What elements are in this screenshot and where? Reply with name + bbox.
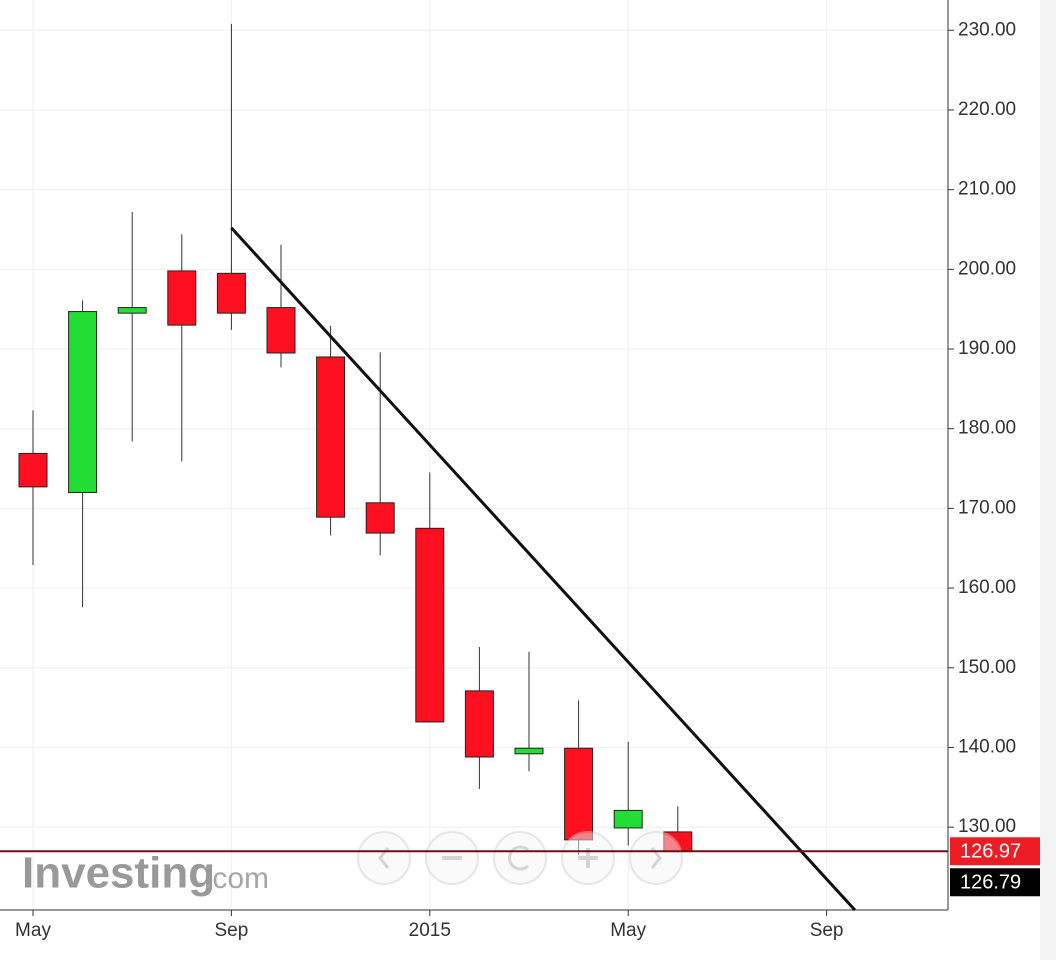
candle-body <box>365 502 395 534</box>
y-tick-label: 190.00 <box>958 338 1016 359</box>
y-tick-label: 230.00 <box>958 19 1016 40</box>
y-tick-label: 210.00 <box>958 179 1016 200</box>
nav-reset-icon <box>508 845 530 871</box>
candle-body <box>514 747 544 755</box>
candle-body <box>316 356 346 518</box>
last-price-label: 126.97 <box>960 841 1021 863</box>
x-tick-label: May <box>15 920 51 941</box>
y-tick-label: 220.00 <box>958 99 1016 120</box>
y-tick-label: 200.00 <box>958 258 1016 279</box>
x-tick-label: 2015 <box>409 920 451 941</box>
nav-left[interactable] <box>357 831 411 885</box>
watermark-brand: Investing <box>22 849 215 898</box>
y-tick-label: 140.00 <box>958 736 1016 757</box>
x-tick-label: May <box>610 920 646 941</box>
marks <box>18 23 693 856</box>
watermark-suffix: .com <box>204 862 269 895</box>
candle-body <box>18 452 48 488</box>
candle-body <box>266 307 296 354</box>
candle-body <box>68 311 98 493</box>
watermark: Investing .com <box>22 849 269 898</box>
y-tick-label: 180.00 <box>958 418 1016 439</box>
candle-body <box>613 809 643 829</box>
candle-body <box>216 272 246 314</box>
scroll-margin <box>1040 0 1056 960</box>
y-tick-label: 160.00 <box>958 577 1016 598</box>
candle-body <box>564 747 594 841</box>
nav-right[interactable] <box>629 831 683 885</box>
candle-body <box>415 527 445 723</box>
trend-line <box>230 226 856 912</box>
candle-body <box>167 270 197 326</box>
bid-price-box <box>950 868 1040 897</box>
y-tick-label: 130.00 <box>958 816 1016 837</box>
bid-price-label: 126.79 <box>960 872 1021 894</box>
y-tick-label: 150.00 <box>958 657 1016 678</box>
x-tick-label: Sep <box>214 920 248 941</box>
x-tick-label: Sep <box>810 920 844 941</box>
overlay: 126.97 126.79 <box>0 226 1040 912</box>
y-tick-label: 170.00 <box>958 497 1016 518</box>
candle-body <box>464 690 494 758</box>
last-price-box <box>950 837 1040 866</box>
nav-reset[interactable] <box>493 831 547 885</box>
candle-body <box>117 307 147 314</box>
nav-buttons <box>357 831 683 885</box>
